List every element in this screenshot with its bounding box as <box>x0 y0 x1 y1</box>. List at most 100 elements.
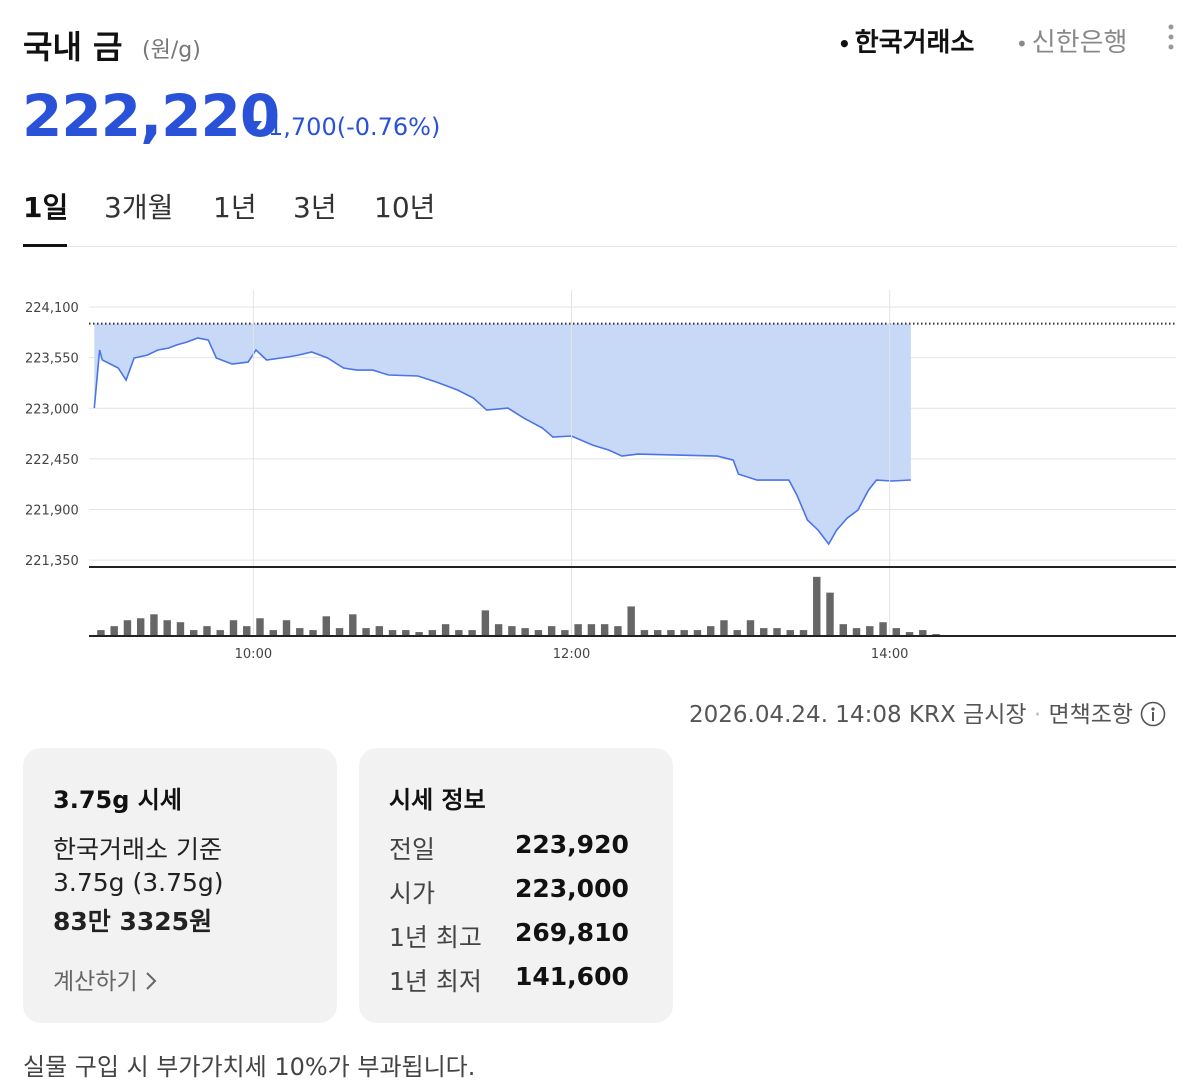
volume-bar <box>799 630 808 636</box>
price-change: 1,700(-0.76%) <box>268 113 440 141</box>
y-tick-label: 221,350 <box>25 554 79 569</box>
volume-bar <box>494 624 503 636</box>
tab-indicator <box>23 244 67 247</box>
period-tab[interactable]: 10년 <box>374 191 436 224</box>
volume-bar <box>349 614 357 636</box>
period-tab[interactable]: 1년 <box>213 191 257 224</box>
y-tick-label: 222,450 <box>25 453 79 468</box>
y-tick-label: 223,550 <box>25 352 79 367</box>
volume-bar <box>614 626 622 636</box>
chart: 224,100 223,550 223,000 222,450 221,900 221,3… <box>25 290 1176 662</box>
row-label: 1년 최고 <box>389 923 482 952</box>
period-tab[interactable]: 3개월 <box>104 191 174 224</box>
volume-bar <box>866 626 874 636</box>
volume-bar <box>746 620 755 636</box>
volume-bar <box>733 630 741 636</box>
row-value: 141,600 <box>515 962 629 991</box>
volume-bar <box>508 626 516 636</box>
volume-bar <box>481 610 490 636</box>
row-label: 시가 <box>389 879 436 908</box>
volume-bar <box>627 606 635 636</box>
row-value: 269,810 <box>515 918 629 947</box>
volume-bar <box>441 624 450 636</box>
title: 국내 금 <box>23 28 123 66</box>
volume-bar <box>229 620 238 636</box>
card-line: 3.75g (3.75g) <box>53 868 224 897</box>
volume-bar <box>760 628 768 636</box>
volume-bar <box>388 630 397 636</box>
timestamp: 2026.04.24. 14:08 KRX 금시장 · 면책조항 <box>689 695 1166 729</box>
volume-bar <box>415 632 423 636</box>
volume-bar <box>402 630 410 636</box>
volume-bar <box>547 626 556 636</box>
period-tab[interactable]: 3년 <box>293 191 337 224</box>
volume-bar <box>269 630 277 636</box>
volume-bar <box>296 628 304 636</box>
source-tab[interactable]: 신한은행 <box>1016 22 1128 59</box>
period-tab[interactable]: 1일 <box>23 191 69 224</box>
card: 시세 정보 전일 223,920 시가 223,000 1년 최고 269,81… <box>359 748 673 1023</box>
disclaimer-link[interactable]: 면책조항 <box>1048 702 1134 728</box>
x-tick-label: 10:00 <box>235 647 272 662</box>
chevron <box>146 972 157 990</box>
volume-bar <box>720 620 728 636</box>
volume-bar <box>282 620 291 636</box>
volume-bar <box>322 616 330 636</box>
y-tick-label: 221,900 <box>25 503 79 518</box>
volume-bar <box>428 630 437 636</box>
calc-text: 계산하기 <box>53 969 138 995</box>
volume-bar <box>574 624 582 636</box>
card: 3.75g 시세 한국거래소 기준 3.75g (3.75g) 83만 3325… <box>23 748 337 1023</box>
row-value: 223,920 <box>515 830 629 859</box>
volume-bar <box>653 630 662 636</box>
price: 222,220 <box>22 82 280 150</box>
volume-bar <box>813 576 821 636</box>
volume-bar <box>667 630 675 636</box>
y-tick-label: 223,000 <box>25 402 79 417</box>
source-tab[interactable]: 한국거래소 <box>838 22 975 59</box>
volume-bar <box>680 630 688 636</box>
info-icon[interactable] <box>1140 701 1166 727</box>
down-icon <box>250 121 262 129</box>
more-menu[interactable] <box>1166 22 1176 52</box>
volume-bar <box>110 626 118 636</box>
divider <box>23 246 1177 247</box>
card-line: 한국거래소 기준 <box>53 835 222 864</box>
x-tick-label: 14:00 <box>871 647 908 662</box>
source-time: 2026.04.24. 14:08 KRX 금시장 <box>689 702 1027 728</box>
volume-bar <box>190 630 198 636</box>
area <box>94 323 911 545</box>
row-value: 223,000 <box>515 874 629 903</box>
row-label: 1년 최저 <box>389 967 482 996</box>
volume-bar <box>839 624 847 636</box>
volume-bar <box>521 628 529 636</box>
volume-bar <box>879 622 887 636</box>
row-label: 전일 <box>389 835 436 864</box>
volume-bar <box>176 622 185 636</box>
volume-bar <box>852 628 861 636</box>
volume-bar <box>97 630 105 636</box>
volume-bar <box>123 620 132 636</box>
volume-bar <box>362 628 370 636</box>
volume-bar <box>256 618 264 636</box>
card-title: 3.75g 시세 <box>53 786 182 814</box>
volume-bar <box>706 626 715 636</box>
volume-bar <box>309 630 317 636</box>
volume-bar <box>455 630 463 636</box>
volume-bar <box>163 620 171 636</box>
x-tick-label: 12:00 <box>553 647 590 662</box>
volume-bar <box>534 630 543 636</box>
volume-bar <box>919 630 927 636</box>
volume-bar <box>905 632 914 636</box>
card-title: 시세 정보 <box>389 786 486 814</box>
volume-bar <box>587 624 596 636</box>
volume-bar <box>561 630 569 636</box>
volume-bar <box>600 624 609 636</box>
y-tick-label: 224,100 <box>25 301 79 316</box>
calc-link[interactable]: 계산하기 <box>53 962 157 996</box>
volume-bar <box>773 628 781 636</box>
volume-bar <box>640 630 649 636</box>
unit: (원/g) <box>142 38 201 63</box>
volume-bar <box>468 630 476 636</box>
